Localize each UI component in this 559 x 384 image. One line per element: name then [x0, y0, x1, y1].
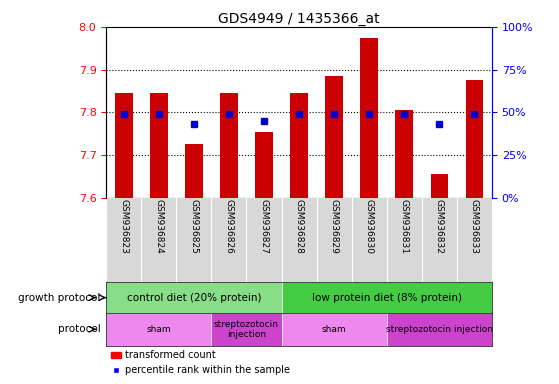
Bar	[220, 93, 238, 198]
Bar	[106, 282, 282, 313]
Legend: transformed count, percentile rank within the sample: transformed count, percentile rank withi…	[111, 351, 290, 375]
Bar	[325, 76, 343, 198]
Bar	[430, 174, 448, 198]
Bar	[361, 38, 378, 198]
Text: GSM936826: GSM936826	[224, 199, 234, 254]
Bar	[387, 313, 492, 346]
Text: GSM936832: GSM936832	[435, 199, 444, 254]
Bar	[106, 313, 211, 346]
Text: GSM936828: GSM936828	[295, 199, 304, 254]
Bar	[255, 132, 273, 198]
Text: GSM936825: GSM936825	[190, 199, 198, 254]
Text: growth protocol: growth protocol	[18, 293, 101, 303]
Text: low protein diet (8% protein): low protein diet (8% protein)	[312, 293, 462, 303]
Bar	[466, 80, 483, 198]
Text: sham: sham	[322, 325, 347, 334]
Bar	[211, 313, 282, 346]
Text: GSM936831: GSM936831	[400, 199, 409, 255]
Bar	[150, 93, 168, 198]
Bar	[395, 110, 413, 198]
Text: GSM936823: GSM936823	[119, 199, 128, 254]
Text: GSM936824: GSM936824	[154, 199, 163, 254]
Text: GSM936833: GSM936833	[470, 199, 479, 255]
Text: GSM936827: GSM936827	[259, 199, 268, 254]
Text: control diet (20% protein): control diet (20% protein)	[127, 293, 261, 303]
Text: sham: sham	[146, 325, 171, 334]
Bar	[115, 93, 132, 198]
Bar	[282, 313, 387, 346]
Bar	[282, 282, 492, 313]
Bar	[185, 144, 202, 198]
Text: GSM936829: GSM936829	[330, 199, 339, 254]
Bar	[290, 93, 308, 198]
Text: streptozotocin injection: streptozotocin injection	[386, 325, 493, 334]
Text: protocol: protocol	[58, 324, 101, 334]
Text: streptozotocin
injection: streptozotocin injection	[214, 319, 279, 339]
Text: GSM936830: GSM936830	[364, 199, 374, 255]
Title: GDS4949 / 1435366_at: GDS4949 / 1435366_at	[218, 12, 380, 26]
